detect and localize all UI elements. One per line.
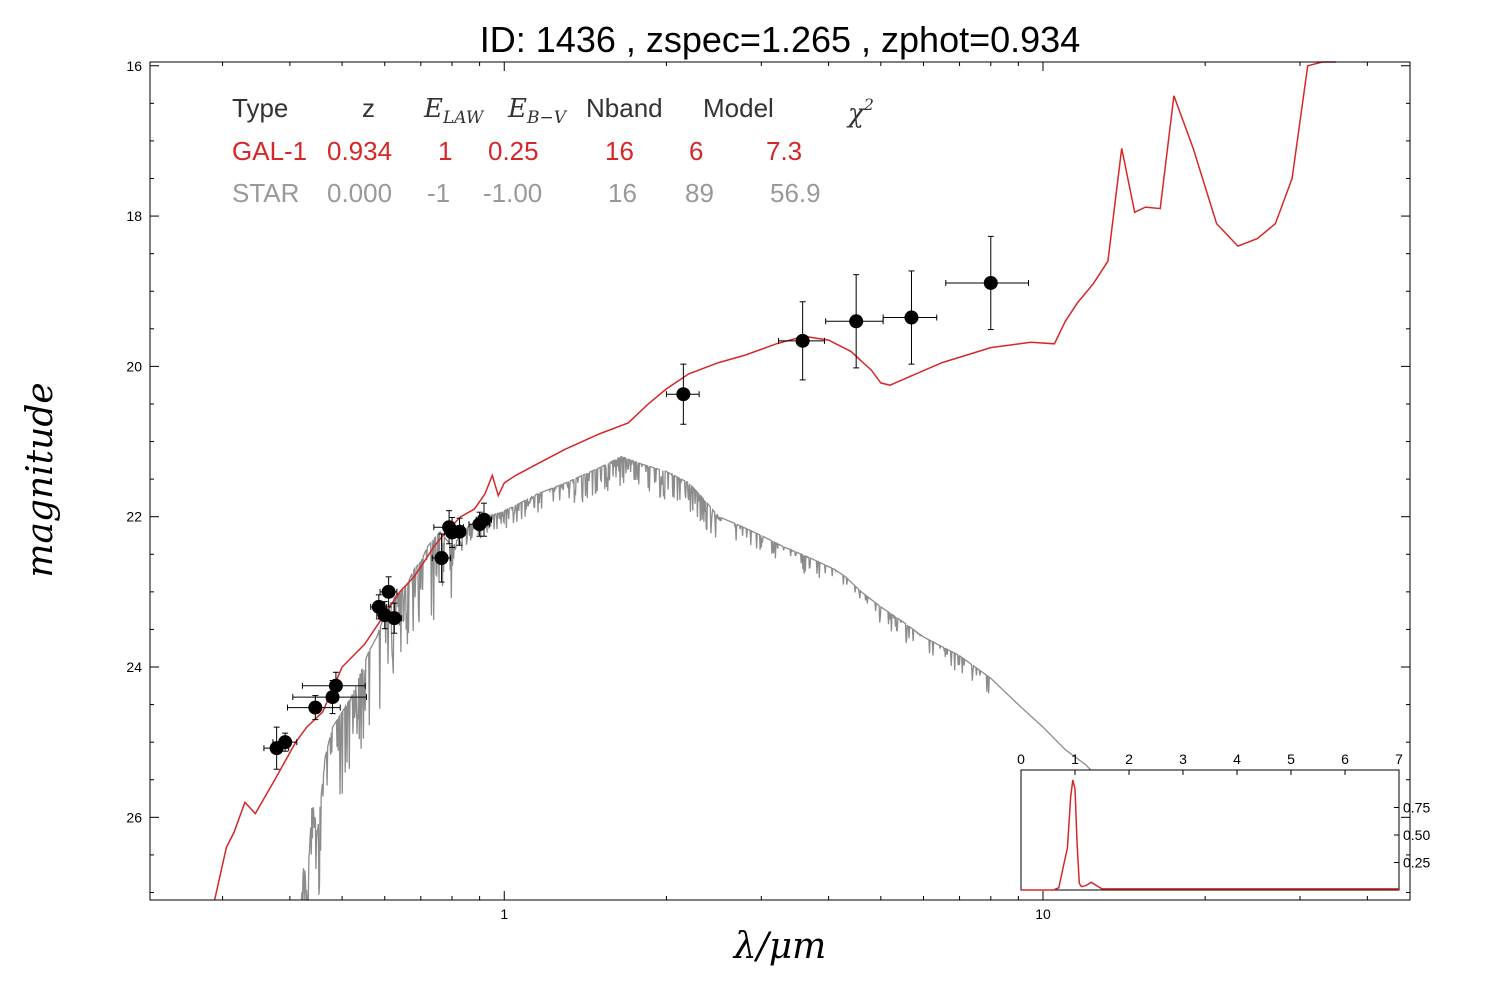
photometry-point xyxy=(452,517,467,546)
data-point xyxy=(381,584,396,599)
data-point xyxy=(904,310,919,325)
data-point xyxy=(676,387,691,402)
y-tick-label: 24 xyxy=(126,659,142,675)
data-point xyxy=(452,524,467,539)
data-point xyxy=(434,551,449,566)
star-ebv: -1.00 xyxy=(483,178,542,208)
inset-frame xyxy=(1020,769,1400,891)
photometry-point xyxy=(882,270,938,365)
gal-z: 0.934 xyxy=(327,136,392,166)
data-point xyxy=(849,314,864,329)
y-tick-label: 26 xyxy=(126,809,142,825)
inset-x-tick-label: 6 xyxy=(1341,751,1349,767)
x-tick-label: 10 xyxy=(1035,906,1051,922)
photometry-point xyxy=(665,363,700,425)
star-chi2: 56.9 xyxy=(770,178,821,208)
gal-nband: 16 xyxy=(605,136,634,166)
photometry-layer xyxy=(263,235,1030,770)
header-type: Type xyxy=(232,93,288,123)
inset-x-tick-label: 7 xyxy=(1395,751,1403,767)
photometry-point xyxy=(272,732,298,752)
y-tick-label: 22 xyxy=(126,509,142,525)
x-axis-label: λ/μm xyxy=(732,926,826,967)
star-nband: 16 xyxy=(608,178,637,208)
photometry-point xyxy=(301,671,366,700)
header-chi2: χ2 xyxy=(846,95,874,129)
data-point xyxy=(387,611,402,626)
photometry-point xyxy=(475,502,493,537)
y-tick-label: 18 xyxy=(126,208,142,224)
data-point xyxy=(278,735,293,750)
inset-y-tick-label: 0.50 xyxy=(1403,827,1430,843)
header-ebv: EB−V xyxy=(507,94,568,128)
gal-ebv: 0.25 xyxy=(488,136,539,166)
star-model-line xyxy=(300,456,1122,901)
x-tick-label: 1 xyxy=(500,906,508,922)
header-z: z xyxy=(362,93,375,123)
header-elaw: ELAW xyxy=(423,94,485,128)
chart-title: ID: 1436 , zspec=1.265 , zphot=0.934 xyxy=(480,19,1080,60)
data-point xyxy=(795,333,810,348)
inset-x-tick-label: 0 xyxy=(1017,751,1025,767)
header-model: Model xyxy=(703,93,774,123)
photometry-point xyxy=(431,533,452,583)
inset-x-tick-label: 4 xyxy=(1233,751,1241,767)
fit-table: Type z ELAW EB−V Nband Model χ2 GAL-1 0.… xyxy=(232,93,874,208)
pdf-curve xyxy=(1021,779,1399,891)
data-point xyxy=(476,512,491,527)
gal-model: 6 xyxy=(689,136,703,166)
inset-content: 0 1 2 3 4 5 6 7 0.25 0.50 0.75 xyxy=(1017,751,1430,891)
plot-frame xyxy=(149,61,1411,901)
inset-y-tick-label: 0.25 xyxy=(1403,855,1430,871)
photometry-point xyxy=(825,274,884,369)
inset-x-tick-label: 5 xyxy=(1287,751,1295,767)
star-model-layer xyxy=(300,456,1122,901)
photometry-point xyxy=(379,576,398,608)
galaxy-model-line xyxy=(213,61,1337,901)
inset-y-tick-label: 0.75 xyxy=(1403,800,1430,816)
galaxy-model-layer xyxy=(213,61,1337,901)
inset-x-tick-label: 3 xyxy=(1179,751,1187,767)
inset-x-tick-label: 1 xyxy=(1071,751,1079,767)
data-point xyxy=(983,275,998,290)
data-point xyxy=(328,678,343,693)
inset-pdf: 0 1 2 3 4 5 6 7 0.25 0.50 0.75 xyxy=(1017,751,1430,891)
star-model: 89 xyxy=(685,178,714,208)
y-tick-label: 16 xyxy=(126,58,142,74)
header-nband: Nband xyxy=(586,93,663,123)
y-axis-label: magnitude xyxy=(20,382,61,577)
gal-type: GAL-1 xyxy=(232,136,307,166)
inset-x-tick-label: 2 xyxy=(1125,751,1133,767)
gal-chi2: 7.3 xyxy=(766,136,802,166)
star-z: 0.000 xyxy=(327,178,392,208)
photometry-point xyxy=(778,301,825,381)
photometry-point xyxy=(945,235,1030,331)
data-point xyxy=(308,700,323,715)
y-tick-label: 20 xyxy=(126,358,142,374)
star-elaw: -1 xyxy=(427,178,450,208)
photometry-point xyxy=(287,695,341,721)
photometry-point xyxy=(386,602,403,634)
gal-elaw: 1 xyxy=(438,136,452,166)
star-type: STAR xyxy=(232,178,299,208)
